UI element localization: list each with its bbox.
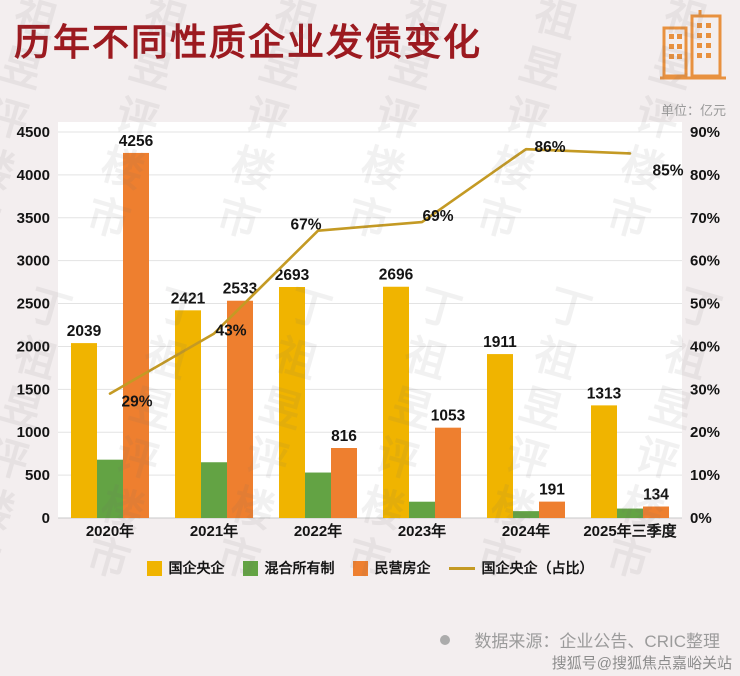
bar: [305, 472, 331, 518]
legend-item: 民营房企: [352, 558, 431, 578]
x-axis-label: 2020年: [86, 522, 134, 540]
axis-tick-label-right: 70%: [690, 210, 720, 227]
bar-label: 134: [643, 487, 669, 504]
line-point-label: 85%: [652, 162, 683, 179]
x-axis-label: 2021年: [190, 522, 238, 540]
axis-tick-label-right: 0%: [690, 510, 712, 527]
line-point-label: 86%: [534, 139, 565, 156]
bar: [643, 506, 669, 518]
legend-label: 国企央企（占比）: [481, 560, 594, 576]
chart: 0 500 1000 1500 2000 2500 3000 3500 4000 4500 0% 10…: [0, 118, 740, 550]
legend-item: 混合所有制: [242, 558, 335, 578]
bar-label: 2696: [379, 267, 414, 284]
bar: [123, 152, 149, 518]
chart-svg: 0 500 1000 1500 2000 2500 3000 3500 4000 4500 0% 10…: [17, 122, 720, 540]
axis-tick-label-left: 4500: [17, 124, 50, 141]
axis-tick-label-right: 50%: [690, 296, 720, 313]
bar-label: 816: [331, 428, 357, 445]
bullet-dot-icon: [440, 634, 451, 645]
plot-background: [58, 122, 682, 518]
data-source: 数据来源：企业公告、CRIC整理: [440, 627, 720, 652]
legend-label: 国企央企: [168, 560, 225, 576]
buildings-icon: [660, 8, 726, 89]
bar: [71, 343, 97, 518]
bar-label: 2533: [223, 281, 258, 298]
bar: [331, 448, 357, 518]
line-point-label: 43%: [215, 323, 246, 340]
line-point-label: 67%: [290, 217, 321, 234]
axis-tick-label-left: 4000: [17, 167, 50, 184]
bar: [487, 354, 513, 518]
bar-label: 191: [539, 482, 565, 499]
bar-label: 2039: [67, 323, 102, 340]
x-axis-label: 2022年: [294, 522, 342, 540]
axis-tick-label-left: 3500: [17, 210, 50, 227]
chart-legend: 国企央企 混合所有制 民营房企 国企央企（占比）: [0, 558, 740, 578]
axis-tick-label-left: 1500: [17, 381, 50, 398]
bar: [175, 310, 201, 518]
axis-tick-label-right: 90%: [690, 124, 720, 141]
bar-label: 1053: [431, 408, 466, 425]
legend-label: 混合所有制: [264, 560, 335, 576]
bar-label: 1313: [587, 385, 622, 402]
bar: [539, 501, 565, 518]
axis-tick-label-right: 80%: [690, 167, 720, 184]
legend-item: 国企央企: [146, 558, 225, 578]
bar: [617, 508, 643, 518]
bar: [201, 462, 227, 518]
bar: [227, 300, 253, 518]
bar: [383, 286, 409, 518]
legend-swatch-orange: [352, 560, 368, 576]
bar: [279, 287, 305, 518]
axis-tick-label-left: 3000: [17, 253, 50, 270]
axis-tick-label-right: 10%: [690, 467, 720, 484]
bar-label: 1911: [483, 334, 517, 351]
axis-tick-label-right: 30%: [690, 381, 720, 398]
x-axis-label: 2025年三季度: [583, 522, 677, 540]
axis-tick-label-right: 40%: [690, 338, 720, 355]
axis-tick-label-left: 2500: [17, 296, 50, 313]
line-point-label: 69%: [422, 208, 453, 225]
credit-text: 搜狐号@搜狐焦点嘉峪关站: [551, 655, 732, 672]
axis-tick-label-left: 500: [25, 467, 50, 484]
bar: [513, 511, 539, 518]
unit-label: 单位：亿元: [660, 103, 726, 118]
axis-tick-label-right: 60%: [690, 253, 720, 270]
page-title: 历年不同性质企业发债变化: [14, 22, 482, 63]
bar: [591, 405, 617, 518]
axis-tick-label-left: 1000: [17, 424, 50, 441]
line-point-label: 29%: [121, 394, 152, 411]
legend-label: 民营房企: [374, 560, 431, 576]
x-axis-label: 2024年: [502, 522, 550, 540]
bar: [409, 501, 435, 518]
legend-swatch-gold: [146, 560, 162, 576]
legend-swatch-green: [242, 560, 258, 576]
bar-label: 4256: [119, 133, 154, 150]
legend-line-swatch: [448, 566, 475, 570]
bar-label: 2693: [275, 267, 310, 284]
line-series-path: [108, 147, 632, 395]
axis-tick-label-left: 0: [42, 510, 50, 527]
bar: [97, 459, 123, 518]
axis-tick-label-left: 2000: [17, 338, 50, 355]
bar-label: 2421: [171, 290, 206, 307]
data-source-text: 数据来源：企业公告、CRIC整理: [474, 632, 720, 651]
x-axis-label: 2023年: [398, 522, 446, 540]
bar: [435, 427, 461, 518]
axis-tick-label-right: 20%: [690, 424, 720, 441]
legend-item: 国企央企（占比）: [448, 558, 594, 578]
